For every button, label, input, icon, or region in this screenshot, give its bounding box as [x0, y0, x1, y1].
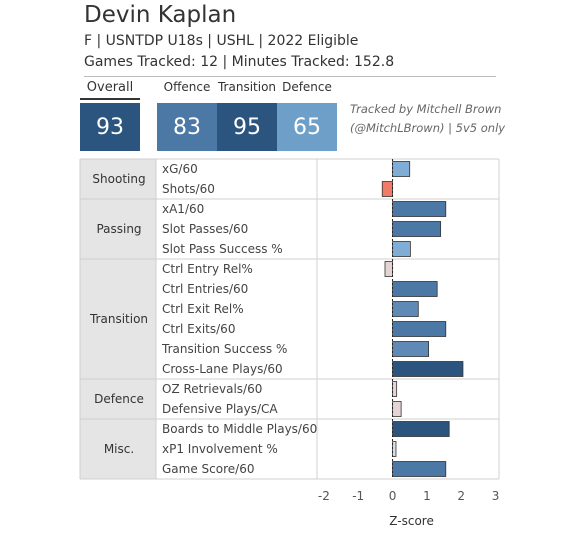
- metric-label: Ctrl Exits/60: [162, 322, 235, 336]
- metric-bar: [392, 441, 397, 457]
- metric-bar: [392, 201, 447, 217]
- group-background: [80, 419, 156, 479]
- group-label: Defence: [94, 392, 144, 406]
- metric-bar: [392, 461, 447, 477]
- metric-bar: [392, 421, 450, 437]
- tracking-stats: Games Tracked: 12 | Minutes Tracked: 152…: [84, 54, 395, 70]
- tracker-handle: (@MitchLBrown) | 5v5 only: [350, 121, 506, 135]
- metric-label: Ctrl Exit Rel%: [162, 302, 244, 316]
- metric-bar: [392, 361, 464, 377]
- metric-bar: [392, 281, 438, 297]
- metric-bar: [392, 341, 430, 357]
- header-divider: [84, 76, 496, 77]
- metric-bar: [384, 261, 393, 277]
- overall-underline: [80, 98, 140, 100]
- group-background: [80, 259, 156, 379]
- player-info: F | USNTDP U18s | USHL | 2022 Eligible: [84, 33, 359, 49]
- metric-bar: [392, 221, 442, 237]
- metric-label: Cross-Lane Plays/60: [162, 362, 283, 376]
- x-tick-label: 3: [492, 489, 500, 503]
- metric-label: Slot Pass Success %: [162, 242, 283, 256]
- offence-label: Offence: [163, 80, 211, 94]
- tracked-by-credit: Tracked by Mitchell Brown: [350, 102, 502, 116]
- group-label: Transition: [89, 312, 148, 326]
- transition-label: Transition: [217, 80, 277, 94]
- metric-label: Defensive Plays/CA: [162, 402, 278, 416]
- group-label: Shooting: [92, 172, 145, 186]
- x-tick-label: 0: [389, 489, 397, 503]
- defence-score-box: 65: [277, 103, 337, 151]
- metric-bar: [392, 381, 398, 397]
- group-background: [80, 379, 156, 419]
- metric-bar: [392, 321, 447, 337]
- metric-label: Shots/60: [162, 182, 215, 196]
- metric-label: Slot Passes/60: [162, 222, 248, 236]
- x-axis-label: Z-score: [389, 514, 434, 528]
- metric-label: Ctrl Entries/60: [162, 282, 248, 296]
- metric-label: OZ Retrievals/60: [162, 382, 262, 396]
- metric-label: Transition Success %: [161, 342, 287, 356]
- x-tick-label: 2: [457, 489, 465, 503]
- overall-label: Overall: [86, 80, 134, 95]
- x-tick-label: -1: [352, 489, 364, 503]
- metric-label: xA1/60: [162, 202, 204, 216]
- metric-bar: [381, 181, 393, 197]
- metric-label: xG/60: [162, 162, 198, 176]
- overall-score-box: 93: [80, 103, 140, 151]
- offence-score-box: 83: [157, 103, 217, 151]
- defence-label: Defence: [282, 80, 332, 94]
- metric-bar: [392, 161, 411, 177]
- group-label: Misc.: [104, 442, 134, 456]
- x-tick-label: 1: [423, 489, 431, 503]
- transition-score-box: 95: [217, 103, 277, 151]
- group-background: [80, 199, 156, 259]
- metric-bar: [392, 241, 411, 257]
- metric-bar: [392, 301, 419, 317]
- metric-bar: [392, 401, 402, 417]
- group-background: [80, 159, 156, 199]
- metric-label: xP1 Involvement %: [162, 442, 278, 456]
- player-name: Devin Kaplan: [84, 2, 237, 28]
- group-label: Passing: [96, 222, 141, 236]
- x-tick-label: -2: [318, 489, 330, 503]
- metric-label: Boards to Middle Plays/60: [162, 422, 317, 436]
- metric-label: Game Score/60: [162, 462, 254, 476]
- metric-label: Ctrl Entry Rel%: [162, 262, 253, 276]
